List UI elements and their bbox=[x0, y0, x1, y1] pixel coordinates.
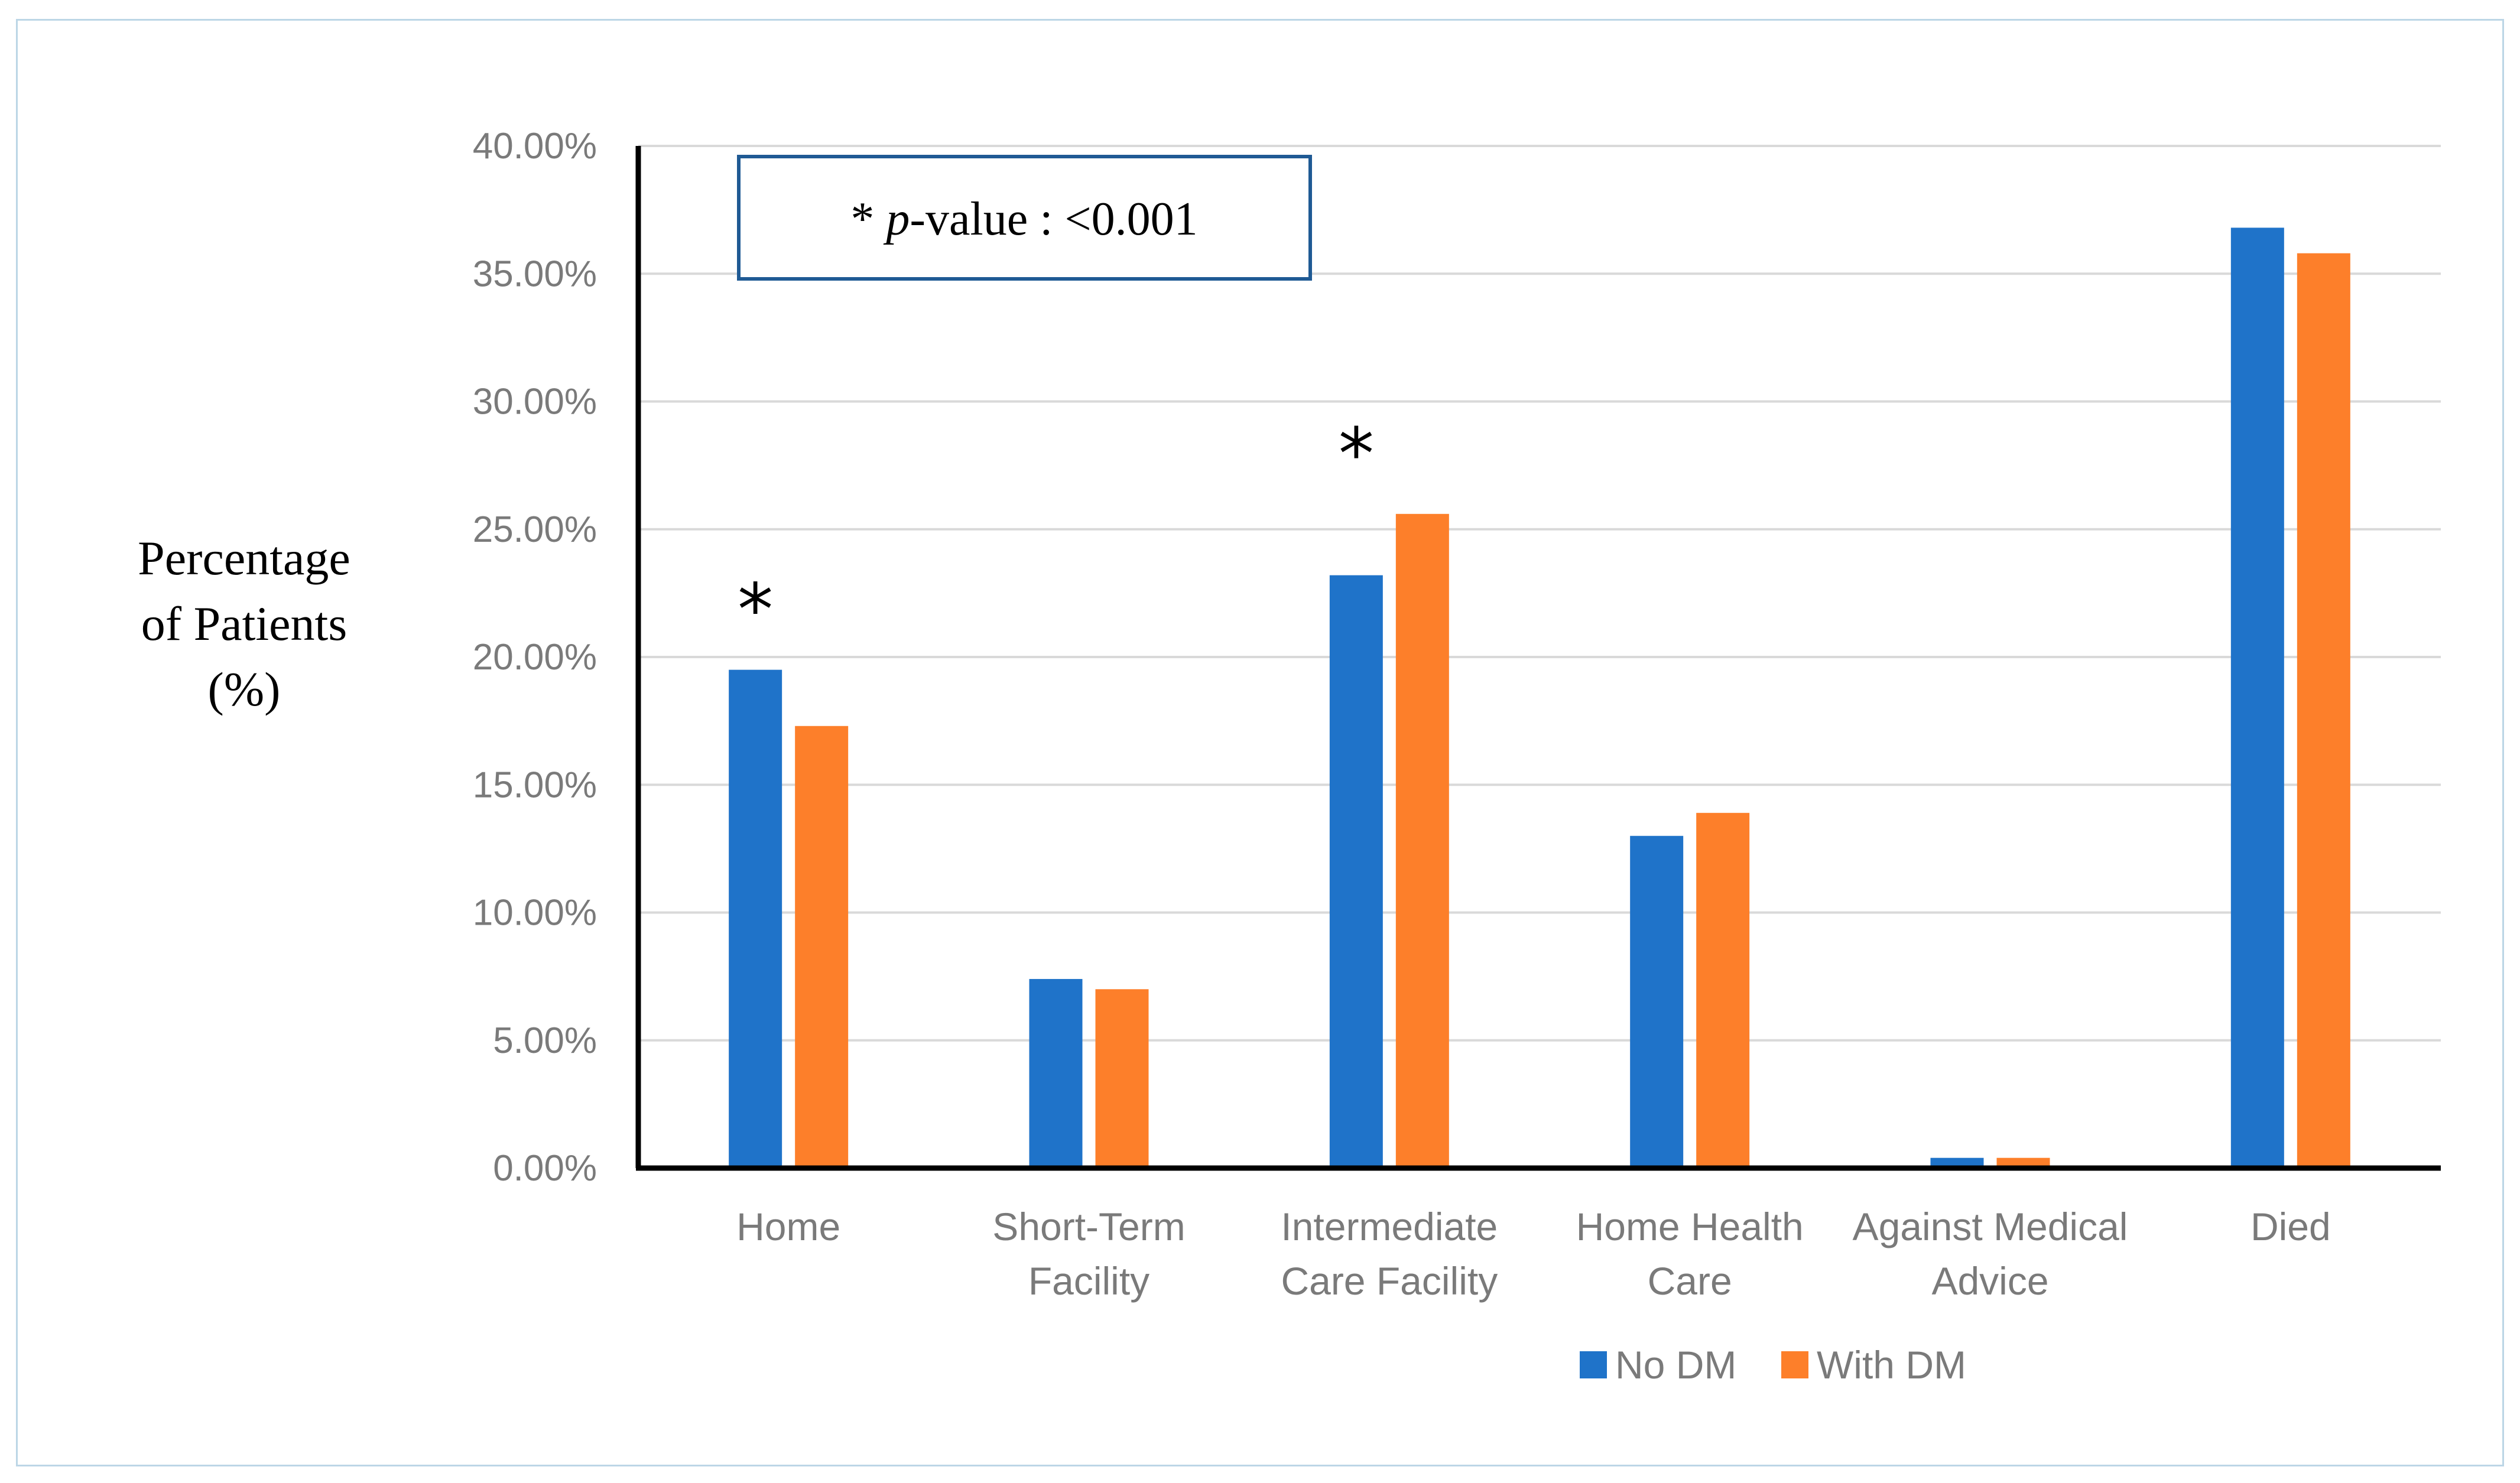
bar-with-dm bbox=[2297, 253, 2350, 1168]
y-axis-label-line-3: (%) bbox=[208, 662, 281, 716]
bar-with-dm bbox=[795, 726, 849, 1168]
legend-label: With DM bbox=[1817, 1343, 1966, 1387]
y-tick-label: 20.00% bbox=[473, 637, 597, 678]
bar-chart: 0.00% 5.00% 10.00% 15.00% 20.00% 25.00% 30.00%… bbox=[138, 126, 2441, 1387]
x-axis-categories: Home Short-Term Facility Intermediate Care F… bbox=[736, 1205, 2331, 1303]
y-tick-label: 25.00% bbox=[473, 509, 597, 550]
y-axis-label-line-1: Percentage bbox=[138, 531, 350, 585]
y-tick-label: 40.00% bbox=[473, 126, 597, 167]
bar-no-dm bbox=[1029, 978, 1083, 1168]
bar-with-dm bbox=[1395, 513, 1449, 1168]
y-tick-label: 5.00% bbox=[493, 1020, 597, 1061]
chart-frame: 0.00% 5.00% 10.00% 15.00% 20.00% 25.00% 30.00%… bbox=[16, 19, 2504, 1466]
y-tick-label: 15.00% bbox=[473, 765, 597, 805]
bar-no-dm bbox=[729, 669, 782, 1168]
y-tick-label: 35.00% bbox=[473, 253, 597, 294]
bars bbox=[729, 227, 2350, 1168]
x-category-label: Home Health bbox=[1576, 1205, 1804, 1248]
x-category-label: Short-Term bbox=[992, 1205, 1185, 1248]
bar-with-dm bbox=[1095, 989, 1149, 1168]
x-category-label: Care bbox=[1648, 1259, 1732, 1303]
p-value-annotation: * p-value : <0.001 bbox=[737, 155, 1312, 281]
axes bbox=[635, 146, 2441, 1171]
x-category-label: Home bbox=[736, 1205, 840, 1248]
y-tick-label: 10.00% bbox=[473, 893, 597, 934]
y-axis-label: Percentage of Patients (%) bbox=[138, 531, 350, 716]
bar-no-dm bbox=[1329, 575, 1383, 1168]
bar-with-dm bbox=[1696, 812, 1750, 1168]
significance-star: * bbox=[738, 570, 773, 652]
significance-markers: ** bbox=[738, 414, 1374, 652]
y-tick-label: 0.00% bbox=[493, 1148, 597, 1189]
significance-star: * bbox=[1339, 414, 1374, 496]
annotation-box bbox=[737, 155, 1312, 281]
bar-no-dm bbox=[2230, 227, 2284, 1168]
x-category-label: Care Facility bbox=[1281, 1259, 1498, 1303]
bar-no-dm bbox=[1630, 835, 1684, 1168]
annotation-text: * p-value : <0.001 bbox=[850, 193, 1197, 245]
legend: No DM With DM bbox=[1580, 1343, 1966, 1387]
y-axis-ticks: 0.00% 5.00% 10.00% 15.00% 20.00% 25.00% 30.00%… bbox=[473, 126, 597, 1189]
legend-swatch bbox=[1580, 1351, 1607, 1378]
x-category-label: Died bbox=[2251, 1205, 2331, 1248]
x-category-label: Intermediate bbox=[1281, 1205, 1498, 1248]
legend-label: No DM bbox=[1615, 1343, 1736, 1387]
y-axis-label-line-2: of Patients bbox=[141, 597, 347, 651]
legend-swatch bbox=[1781, 1351, 1808, 1378]
x-category-label: Advice bbox=[1931, 1259, 2048, 1303]
x-category-label: Facility bbox=[1028, 1259, 1149, 1303]
y-tick-label: 30.00% bbox=[473, 382, 597, 422]
x-category-label: Against Medical bbox=[1853, 1205, 2128, 1248]
